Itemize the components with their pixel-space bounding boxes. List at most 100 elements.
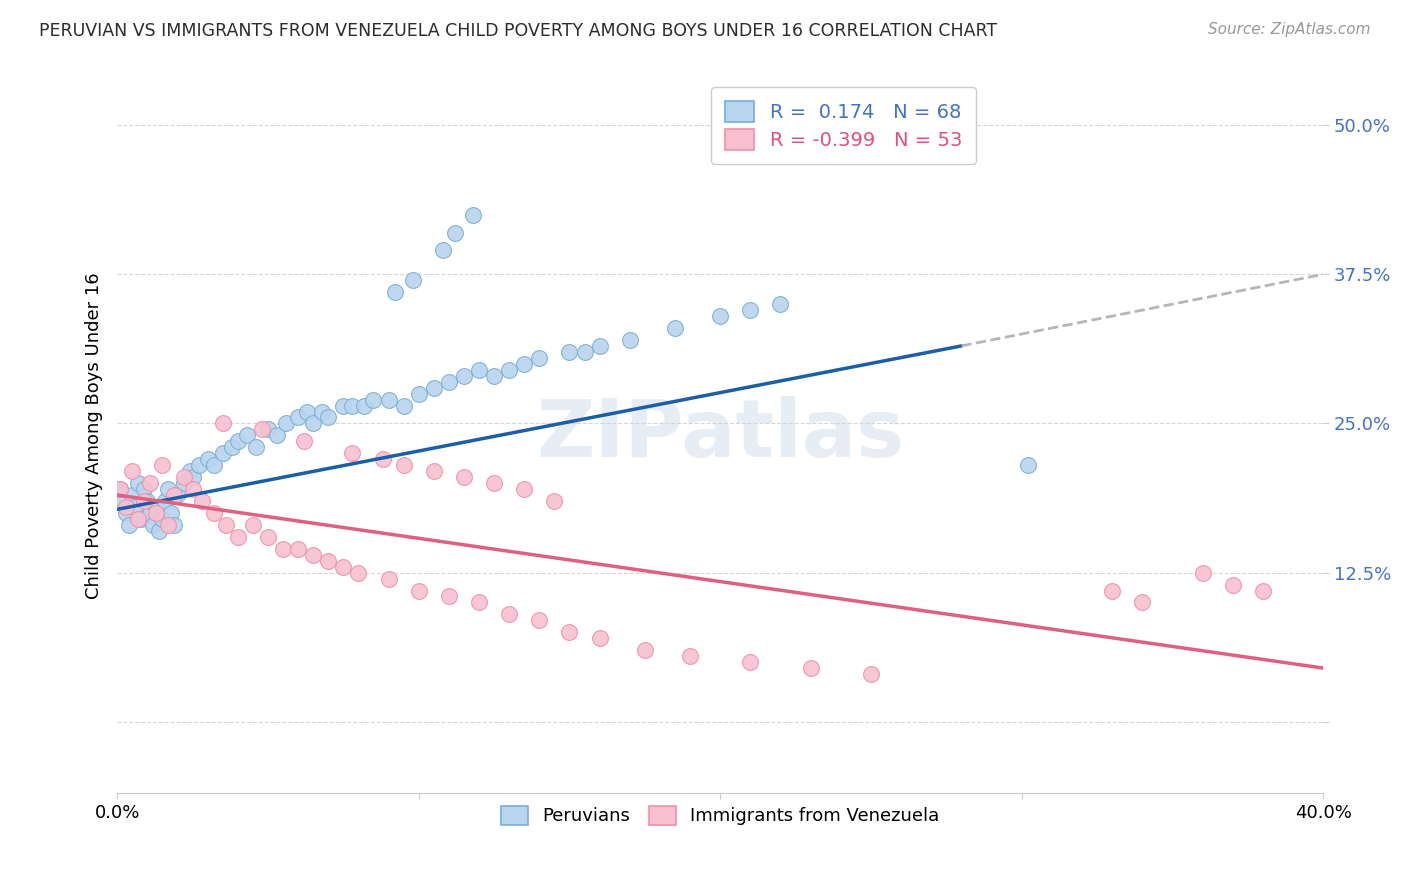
Point — [179, 464, 201, 478]
Point — [155, 494, 177, 508]
Point — [173, 470, 195, 484]
Point — [127, 512, 149, 526]
Text: ZIPatlas: ZIPatlas — [536, 396, 904, 475]
Point — [274, 417, 297, 431]
Point — [859, 667, 882, 681]
Point — [302, 548, 325, 562]
Point — [250, 422, 273, 436]
Point — [634, 643, 657, 657]
Point — [558, 625, 581, 640]
Point — [482, 476, 505, 491]
Point — [408, 583, 430, 598]
Point — [166, 488, 188, 502]
Point — [311, 404, 333, 418]
Point — [152, 458, 174, 473]
Point — [543, 494, 565, 508]
Point — [181, 470, 204, 484]
Point — [134, 494, 156, 508]
Point — [145, 506, 167, 520]
Point — [332, 559, 354, 574]
Point — [353, 399, 375, 413]
Point — [145, 500, 167, 514]
Point — [342, 399, 364, 413]
Point — [392, 399, 415, 413]
Point — [257, 530, 280, 544]
Point — [740, 655, 762, 669]
Point — [423, 464, 446, 478]
Point — [134, 482, 156, 496]
Point — [664, 321, 686, 335]
Point — [221, 440, 243, 454]
Point — [432, 244, 454, 258]
Point — [139, 506, 162, 520]
Point — [498, 363, 520, 377]
Point — [402, 273, 425, 287]
Point — [444, 226, 467, 240]
Point — [190, 494, 212, 508]
Point — [266, 428, 288, 442]
Point — [498, 607, 520, 622]
Point — [131, 512, 153, 526]
Point — [800, 661, 823, 675]
Point — [392, 458, 415, 473]
Text: Source: ZipAtlas.com: Source: ZipAtlas.com — [1208, 22, 1371, 37]
Point — [529, 613, 551, 627]
Point — [287, 410, 309, 425]
Point — [121, 464, 143, 478]
Point — [197, 452, 219, 467]
Point — [118, 517, 141, 532]
Point — [558, 344, 581, 359]
Point — [302, 417, 325, 431]
Point — [152, 512, 174, 526]
Point — [316, 554, 339, 568]
Point — [245, 440, 267, 454]
Point — [1130, 595, 1153, 609]
Point — [157, 482, 180, 496]
Point — [363, 392, 385, 407]
Point — [482, 368, 505, 383]
Point — [257, 422, 280, 436]
Point — [1017, 458, 1039, 473]
Legend: Peruvians, Immigrants from Venezuela: Peruvians, Immigrants from Venezuela — [492, 797, 948, 834]
Point — [202, 458, 225, 473]
Point — [112, 494, 135, 508]
Point — [769, 297, 792, 311]
Point — [160, 506, 183, 520]
Point — [1251, 583, 1274, 598]
Point — [136, 494, 159, 508]
Point — [236, 428, 259, 442]
Point — [453, 368, 475, 383]
Point — [163, 488, 186, 502]
Point — [292, 434, 315, 449]
Point — [332, 399, 354, 413]
Point — [181, 482, 204, 496]
Point — [173, 476, 195, 491]
Point — [215, 517, 238, 532]
Point — [588, 339, 610, 353]
Point — [287, 541, 309, 556]
Text: PERUVIAN VS IMMIGRANTS FROM VENEZUELA CHILD POVERTY AMONG BOYS UNDER 16 CORRELAT: PERUVIAN VS IMMIGRANTS FROM VENEZUELA CH… — [39, 22, 997, 40]
Point — [740, 303, 762, 318]
Point — [115, 506, 138, 520]
Point — [377, 392, 399, 407]
Point — [679, 649, 702, 664]
Point — [157, 517, 180, 532]
Point — [1222, 577, 1244, 591]
Point — [148, 524, 170, 538]
Point — [468, 363, 491, 377]
Point — [242, 517, 264, 532]
Point — [271, 541, 294, 556]
Point — [121, 488, 143, 502]
Point — [513, 482, 536, 496]
Point — [468, 595, 491, 609]
Point — [574, 344, 596, 359]
Point — [529, 351, 551, 365]
Point — [163, 517, 186, 532]
Point — [1191, 566, 1213, 580]
Point — [142, 517, 165, 532]
Point — [423, 381, 446, 395]
Point — [342, 446, 364, 460]
Point — [453, 470, 475, 484]
Point — [461, 208, 484, 222]
Point — [127, 476, 149, 491]
